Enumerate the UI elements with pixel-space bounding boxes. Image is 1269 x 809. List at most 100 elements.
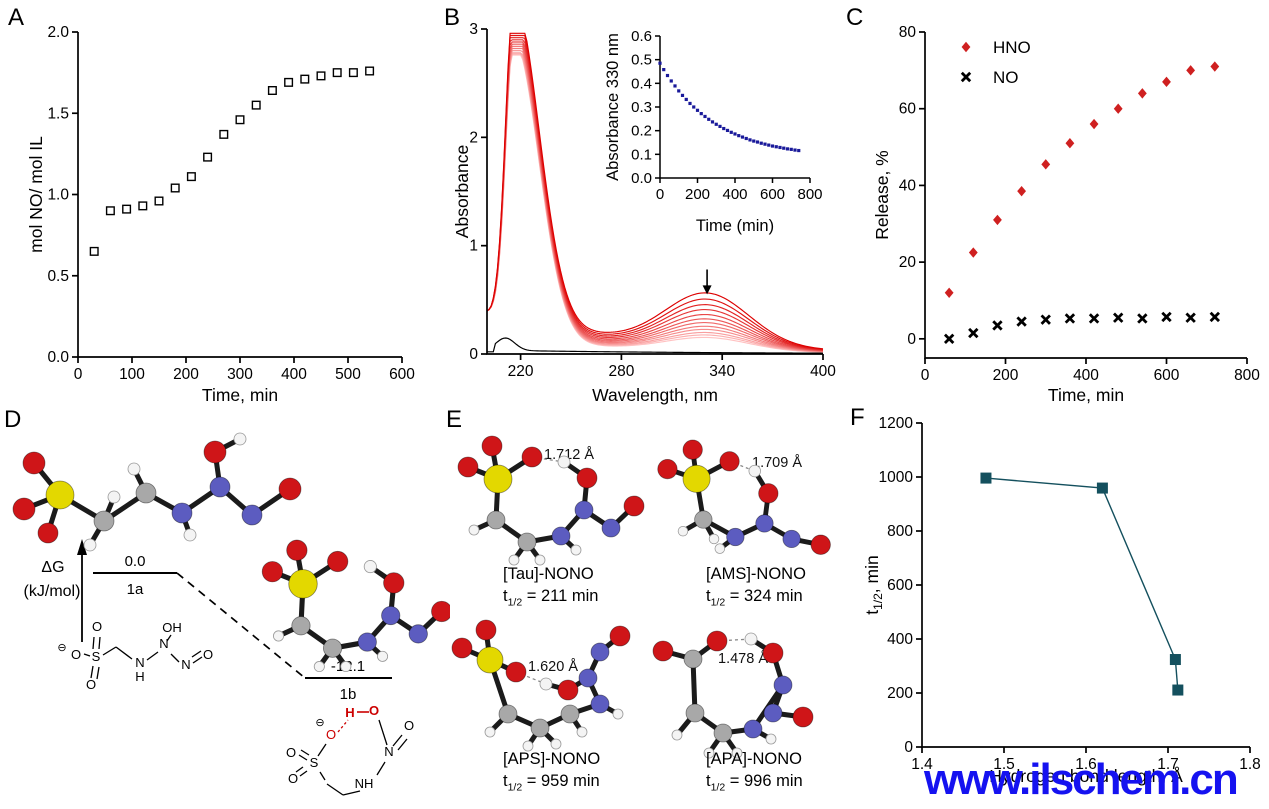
atom-o <box>431 600 450 623</box>
atom-n <box>209 476 231 498</box>
x-axis-label: Time (min) <box>696 217 774 235</box>
x-tick-label: 340 <box>709 363 735 380</box>
atom-label: S <box>92 649 101 664</box>
atom-c <box>135 482 157 504</box>
x-axis-label: Time, min <box>202 385 278 405</box>
panel-c-chart: 0 200 400 600 800 0 20 40 60 80 Time, min Release, … <box>872 24 1260 405</box>
down-arrowhead-icon <box>702 285 712 295</box>
legend-label-hno: HNO <box>993 38 1031 57</box>
atom-label: O <box>288 771 298 786</box>
half-life-value: t1/2 = 996 min <box>706 772 803 794</box>
atom-label: O <box>369 703 379 718</box>
atom-c <box>486 510 506 530</box>
atom-h <box>703 747 715 759</box>
atom-h <box>677 525 689 537</box>
x-tick-label: 200 <box>993 367 1019 384</box>
atom-o <box>37 522 59 544</box>
y-tick-label: 0 <box>907 331 916 348</box>
atom-n <box>590 642 610 662</box>
y-tick-label: 1 <box>469 238 478 255</box>
x-tick-label: 400 <box>281 366 307 383</box>
y-tick-label: 800 <box>887 523 913 540</box>
atom-o <box>706 630 728 652</box>
molecule-1b-ball-stick <box>261 539 450 673</box>
atom-h <box>484 726 496 738</box>
atom-o <box>475 619 497 641</box>
atom-o <box>792 706 814 728</box>
atom-h <box>714 543 726 554</box>
x-tick-label: 400 <box>1073 367 1099 384</box>
y-tick-label: 1.0 <box>47 187 69 204</box>
x-tick-label: 400 <box>722 186 747 203</box>
atom-o <box>22 451 46 475</box>
atom-c <box>291 616 311 636</box>
y-tick-label: 80 <box>899 24 917 41</box>
x-tick-label: 1.6 <box>1075 756 1097 773</box>
panel-a-label: A <box>8 4 25 31</box>
x-tick-label: 0 <box>74 366 83 383</box>
baseline-spectrum-curve <box>487 337 824 354</box>
atom-h <box>183 528 197 542</box>
atom-o <box>327 550 349 573</box>
atom-n <box>551 526 571 546</box>
atom-label: N <box>384 744 393 759</box>
y-tick-label: 2.0 <box>47 24 69 41</box>
atom-h <box>748 464 761 478</box>
atom-n <box>763 703 783 723</box>
atom-c <box>93 510 115 532</box>
atom-o <box>719 451 740 472</box>
atom-h <box>534 554 546 566</box>
atom-o <box>810 534 831 555</box>
atom-o <box>521 446 543 468</box>
atom-c <box>498 704 518 724</box>
panel-f-plot: 1.4 1.5 1.6 1.7 1.8 0 200 400 600 800 1000 1200 Hydr… <box>862 415 1261 786</box>
atom-n <box>755 514 774 533</box>
atom-label: N <box>159 636 168 651</box>
atom-n <box>574 500 594 520</box>
structure-name: [APS]-NONO <box>503 750 601 768</box>
atom-c <box>322 638 343 658</box>
atom-o <box>758 483 779 504</box>
atom-label: ⊖ <box>315 717 324 729</box>
atom-label: N <box>135 655 144 670</box>
atom-o <box>278 477 302 501</box>
x-tick-label: 1.7 <box>1157 756 1179 773</box>
atom-n <box>241 504 263 526</box>
atom-s <box>45 480 75 510</box>
level-1b-name: 1b <box>340 686 357 703</box>
atom-o <box>576 467 598 489</box>
atom-n <box>381 605 401 626</box>
x-tick-label: 100 <box>119 366 145 383</box>
panel-e-structures: 1.712 Å 1.709 Å 1.620 Å 1.478 Å <box>451 435 831 759</box>
atom-label: H <box>135 669 144 684</box>
atom-h <box>468 524 480 536</box>
x-tick-label: 220 <box>508 363 534 380</box>
x-axis-label: Time, min <box>1048 385 1124 405</box>
atom-label: O <box>286 745 296 760</box>
x-tick-label: 1.4 <box>911 756 933 773</box>
apa-bond-length-label: 1.478 Å <box>718 650 768 667</box>
atom-o <box>286 539 308 561</box>
up-arrow-icon <box>77 539 87 555</box>
atom-label: O <box>71 647 81 662</box>
atom-label: O <box>326 727 336 742</box>
delta-g-label: ΔG <box>41 559 64 576</box>
ams-bond-length-label: 1.709 Å <box>752 454 802 471</box>
x-tick-label: 0 <box>656 186 664 203</box>
y-tick-label: 20 <box>899 254 917 271</box>
panel-b-inset-plot: 0 200 400 600 800 0.0 0.1 0.2 0.3 0.4 0.5 0.6 Time (… <box>604 28 823 235</box>
molecule-1a-ball-stick <box>12 432 302 552</box>
atom-h <box>539 677 553 691</box>
x-tick-label: 300 <box>227 366 253 383</box>
atom-h <box>576 726 588 738</box>
atom-h <box>233 432 247 446</box>
panel-c-plot: 0 200 400 600 800 0 20 40 60 80 Time, min Release, … <box>872 24 1260 405</box>
y-tick-label: 1200 <box>879 415 914 432</box>
x-tick-label: 200 <box>173 366 199 383</box>
half-life-value: t1/2 = 211 min <box>503 587 599 609</box>
atom-h <box>83 538 97 552</box>
x-tick-label: 280 <box>608 363 634 380</box>
y-tick-label: 40 <box>899 177 917 194</box>
